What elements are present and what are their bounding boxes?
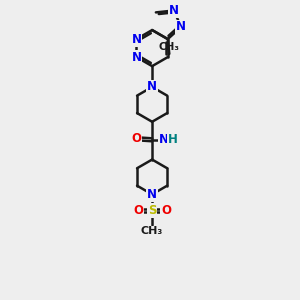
Text: CH₃: CH₃ (141, 226, 163, 236)
Text: CH₃: CH₃ (159, 42, 180, 52)
Text: O: O (133, 204, 143, 217)
Text: N: N (147, 80, 157, 93)
Text: N: N (169, 4, 179, 17)
Text: S: S (148, 204, 156, 217)
Text: O: O (161, 204, 171, 217)
Text: H: H (168, 133, 178, 146)
Text: O: O (131, 132, 141, 145)
Text: N: N (147, 188, 157, 201)
Text: N: N (159, 133, 169, 146)
Text: N: N (176, 20, 186, 34)
Text: N: N (131, 33, 142, 46)
Text: N: N (131, 51, 142, 64)
